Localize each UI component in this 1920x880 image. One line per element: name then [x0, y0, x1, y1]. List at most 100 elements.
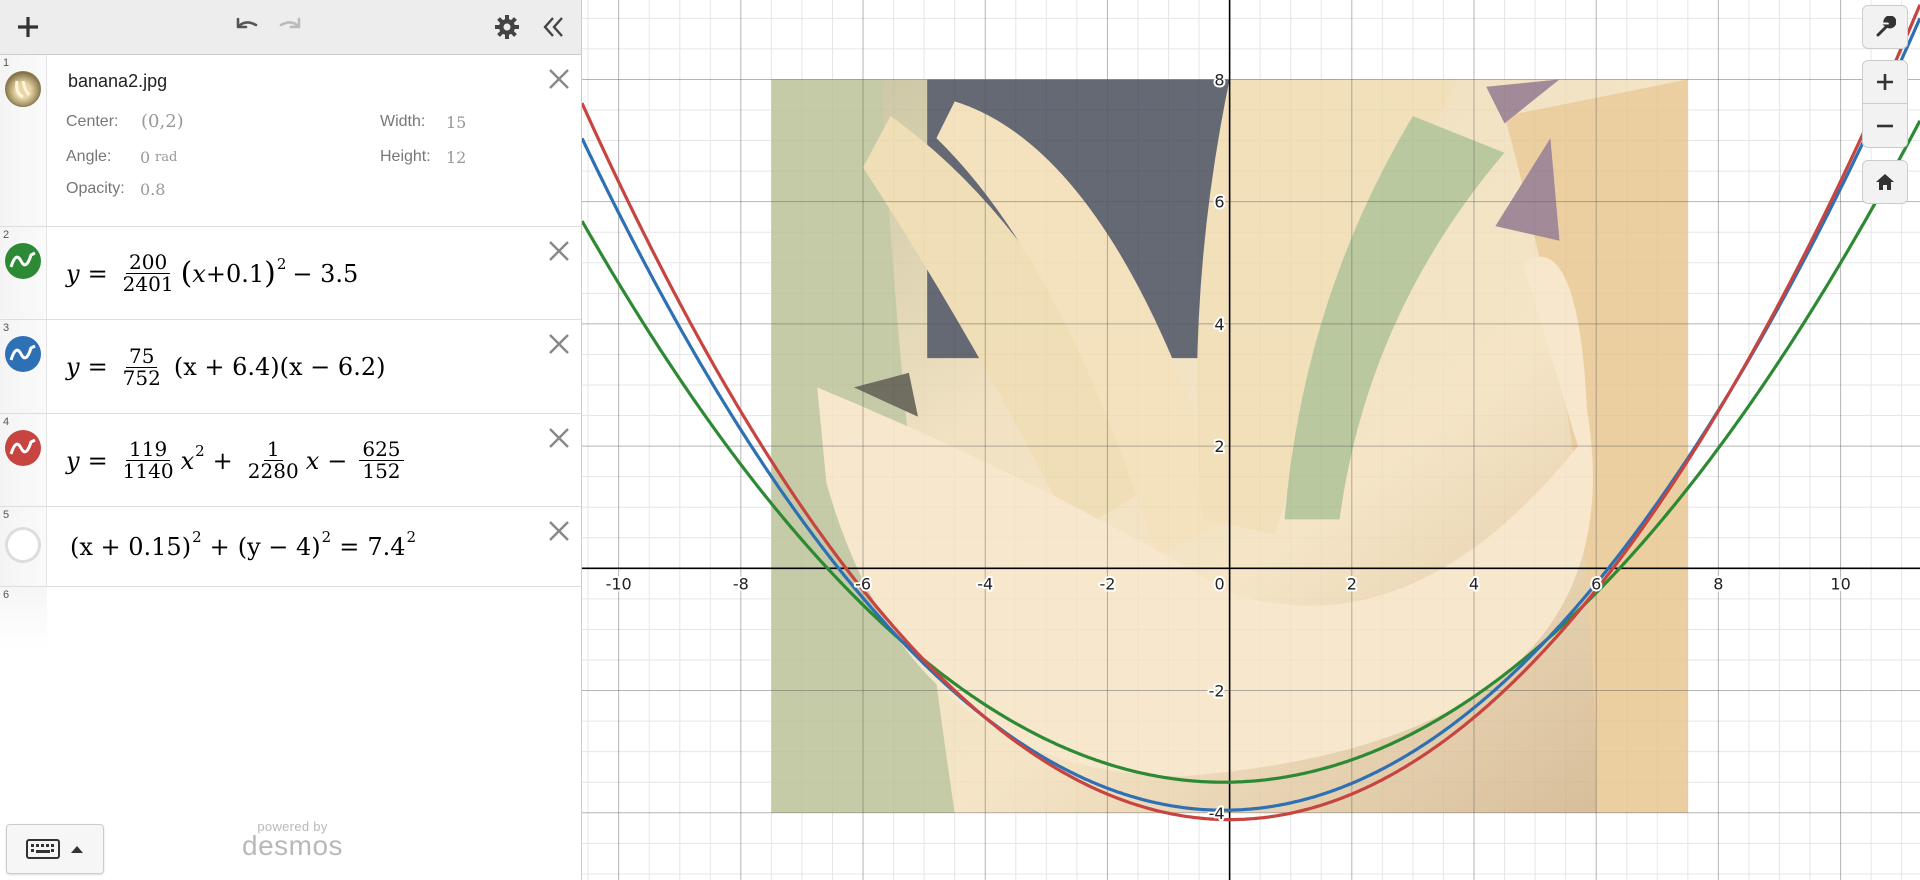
- collapse-panel-button[interactable]: [535, 8, 573, 46]
- delete-expression-button[interactable]: [543, 235, 575, 267]
- denominator: 1140: [122, 459, 174, 483]
- delete-expression-button[interactable]: [543, 422, 575, 454]
- undo-button[interactable]: [227, 8, 265, 46]
- add-item-button[interactable]: [9, 8, 47, 46]
- delete-expression-button[interactable]: [543, 515, 575, 547]
- expression-number: 3: [3, 322, 10, 334]
- x-tick-label: -6: [855, 574, 871, 593]
- expression-math[interactable]: (x + 0.15) 2 + (y − 4) 2 = 7.4 2: [70, 507, 537, 587]
- green-parabola-curve[interactable]: [582, 119, 1920, 784]
- opacity-value[interactable]: 0.8: [140, 180, 166, 199]
- expression-item-image[interactable]: 1 banana2.jpg Center: (0,2) Width: 15 An…: [0, 55, 581, 227]
- close-icon: [549, 69, 569, 89]
- banana-shape: [1284, 116, 1505, 520]
- graph-canvas[interactable]: -10 -8 -6 -4 -2 0 2 4 6 8 10 8 6 4 2 -2 -4: [582, 0, 1920, 880]
- expression-item-empty[interactable]: 6: [0, 587, 581, 649]
- y-tick-label: 4: [1214, 315, 1224, 334]
- y-tick-label: -2: [1209, 682, 1225, 701]
- denominator: 152: [362, 459, 401, 483]
- center-label: Center:: [66, 113, 119, 130]
- x-tick-label: 0: [1215, 574, 1225, 593]
- curve-visibility-toggle[interactable]: [5, 430, 41, 466]
- curves[interactable]: [582, 4, 1920, 822]
- expression-math[interactable]: y = 200 2401 (x +0.1) 2 − 3.5: [66, 227, 537, 320]
- wrench-icon: [1876, 16, 1896, 37]
- width-value[interactable]: 15: [446, 113, 467, 132]
- expression-gutter: 2: [0, 227, 47, 319]
- plus-icon: [18, 17, 38, 37]
- numerator: 75: [126, 345, 158, 368]
- redo-button[interactable]: [272, 8, 310, 46]
- fraction: 119 1140: [120, 439, 177, 482]
- curve-visibility-toggle[interactable]: [5, 243, 41, 279]
- constant-term: +0.1: [205, 259, 265, 288]
- wave-icon: [9, 251, 36, 268]
- image-thumbnail-icon[interactable]: [5, 71, 41, 107]
- close-paren: ): [264, 256, 276, 291]
- close-icon: [549, 521, 569, 541]
- graph-paper[interactable]: -10 -8 -6 -4 -2 0 2 4 6 8 10 8 6 4 2 -2 -4: [582, 0, 1920, 880]
- settings-button[interactable]: [488, 8, 526, 46]
- exponent: 2: [321, 528, 332, 546]
- radius-value: 7.4: [367, 533, 406, 561]
- banana-stem: [1486, 79, 1560, 124]
- expression-math[interactable]: y = 75 752 (x + 6.4) (x − 6.2): [66, 320, 537, 414]
- double-chevron-left-icon: [543, 17, 563, 37]
- y-tick-label: 6: [1214, 193, 1224, 212]
- undo-icon: [236, 17, 258, 29]
- default-viewport-button[interactable]: [1862, 160, 1908, 204]
- red-parabola-curve[interactable]: [582, 4, 1920, 822]
- caret-up-icon: [71, 846, 83, 853]
- numerator: 200: [126, 252, 171, 274]
- second-factor: (x − 6.2): [279, 353, 386, 381]
- image-filename[interactable]: banana2.jpg: [68, 71, 168, 91]
- zoom-out-button[interactable]: [1862, 104, 1908, 148]
- y-tick-label: -4: [1209, 804, 1225, 823]
- large-banana-shape: [817, 256, 1593, 777]
- x-tick-label: 8: [1713, 574, 1723, 593]
- expression-item-blue-parabola[interactable]: 3 y = 75 752 (x + 6.4) (x − 6.2): [0, 320, 581, 414]
- powered-by-desmos[interactable]: powered by desmos: [242, 819, 343, 862]
- fraction: 1 2280: [245, 439, 302, 482]
- delete-expression-button[interactable]: [543, 63, 575, 95]
- expression-toolbar: [0, 0, 581, 55]
- height-label: Height:: [380, 148, 431, 165]
- angle-value[interactable]: 0: [140, 148, 151, 167]
- plus-icon: [1877, 74, 1893, 90]
- center-value[interactable]: (0,2): [141, 111, 184, 132]
- fraction: 75 752: [120, 345, 164, 389]
- exponent: 2: [195, 441, 205, 460]
- opacity-label: Opacity:: [66, 180, 125, 197]
- close-icon: [549, 428, 569, 448]
- expression-panel: 1 banana2.jpg Center: (0,2) Width: 15 An…: [0, 0, 582, 880]
- graph-settings-button[interactable]: [1862, 5, 1908, 49]
- minus-sign: −: [327, 446, 348, 475]
- zoom-in-button[interactable]: [1862, 60, 1908, 104]
- curve-visibility-toggle[interactable]: [5, 336, 41, 372]
- axes: [582, 0, 1920, 880]
- x-term: (x + 0.15): [70, 533, 192, 561]
- expression-number: 5: [3, 509, 10, 521]
- variable-x: x: [305, 446, 320, 475]
- banana-tip: [853, 372, 918, 417]
- expression-item-green-parabola[interactable]: 2 y = 200 2401 (x +0.1) 2 − 3.5: [0, 227, 581, 320]
- numerator: 119: [126, 439, 171, 461]
- hidden-visibility-toggle[interactable]: [5, 527, 41, 563]
- exponent: 2: [406, 528, 417, 546]
- banana-thumbnail-icon: [15, 80, 31, 99]
- wave-icon: [9, 344, 36, 361]
- numerator: 625: [359, 439, 404, 461]
- variable-x: x: [180, 446, 195, 475]
- denominator: 2280: [247, 459, 299, 483]
- keyboard-toggle-button[interactable]: [6, 824, 104, 874]
- x-tick-label: -10: [606, 574, 632, 593]
- desmos-logo: desmos: [242, 830, 344, 861]
- banana-shape: [936, 101, 1230, 557]
- fraction: 625 152: [359, 439, 404, 483]
- delete-expression-button[interactable]: [543, 328, 575, 360]
- expression-item-circle[interactable]: 5 (x + 0.15) 2 + (y − 4) 2 = 7.4 2: [0, 507, 581, 587]
- lhs-variable: y: [66, 446, 80, 475]
- height-value[interactable]: 12: [446, 148, 467, 167]
